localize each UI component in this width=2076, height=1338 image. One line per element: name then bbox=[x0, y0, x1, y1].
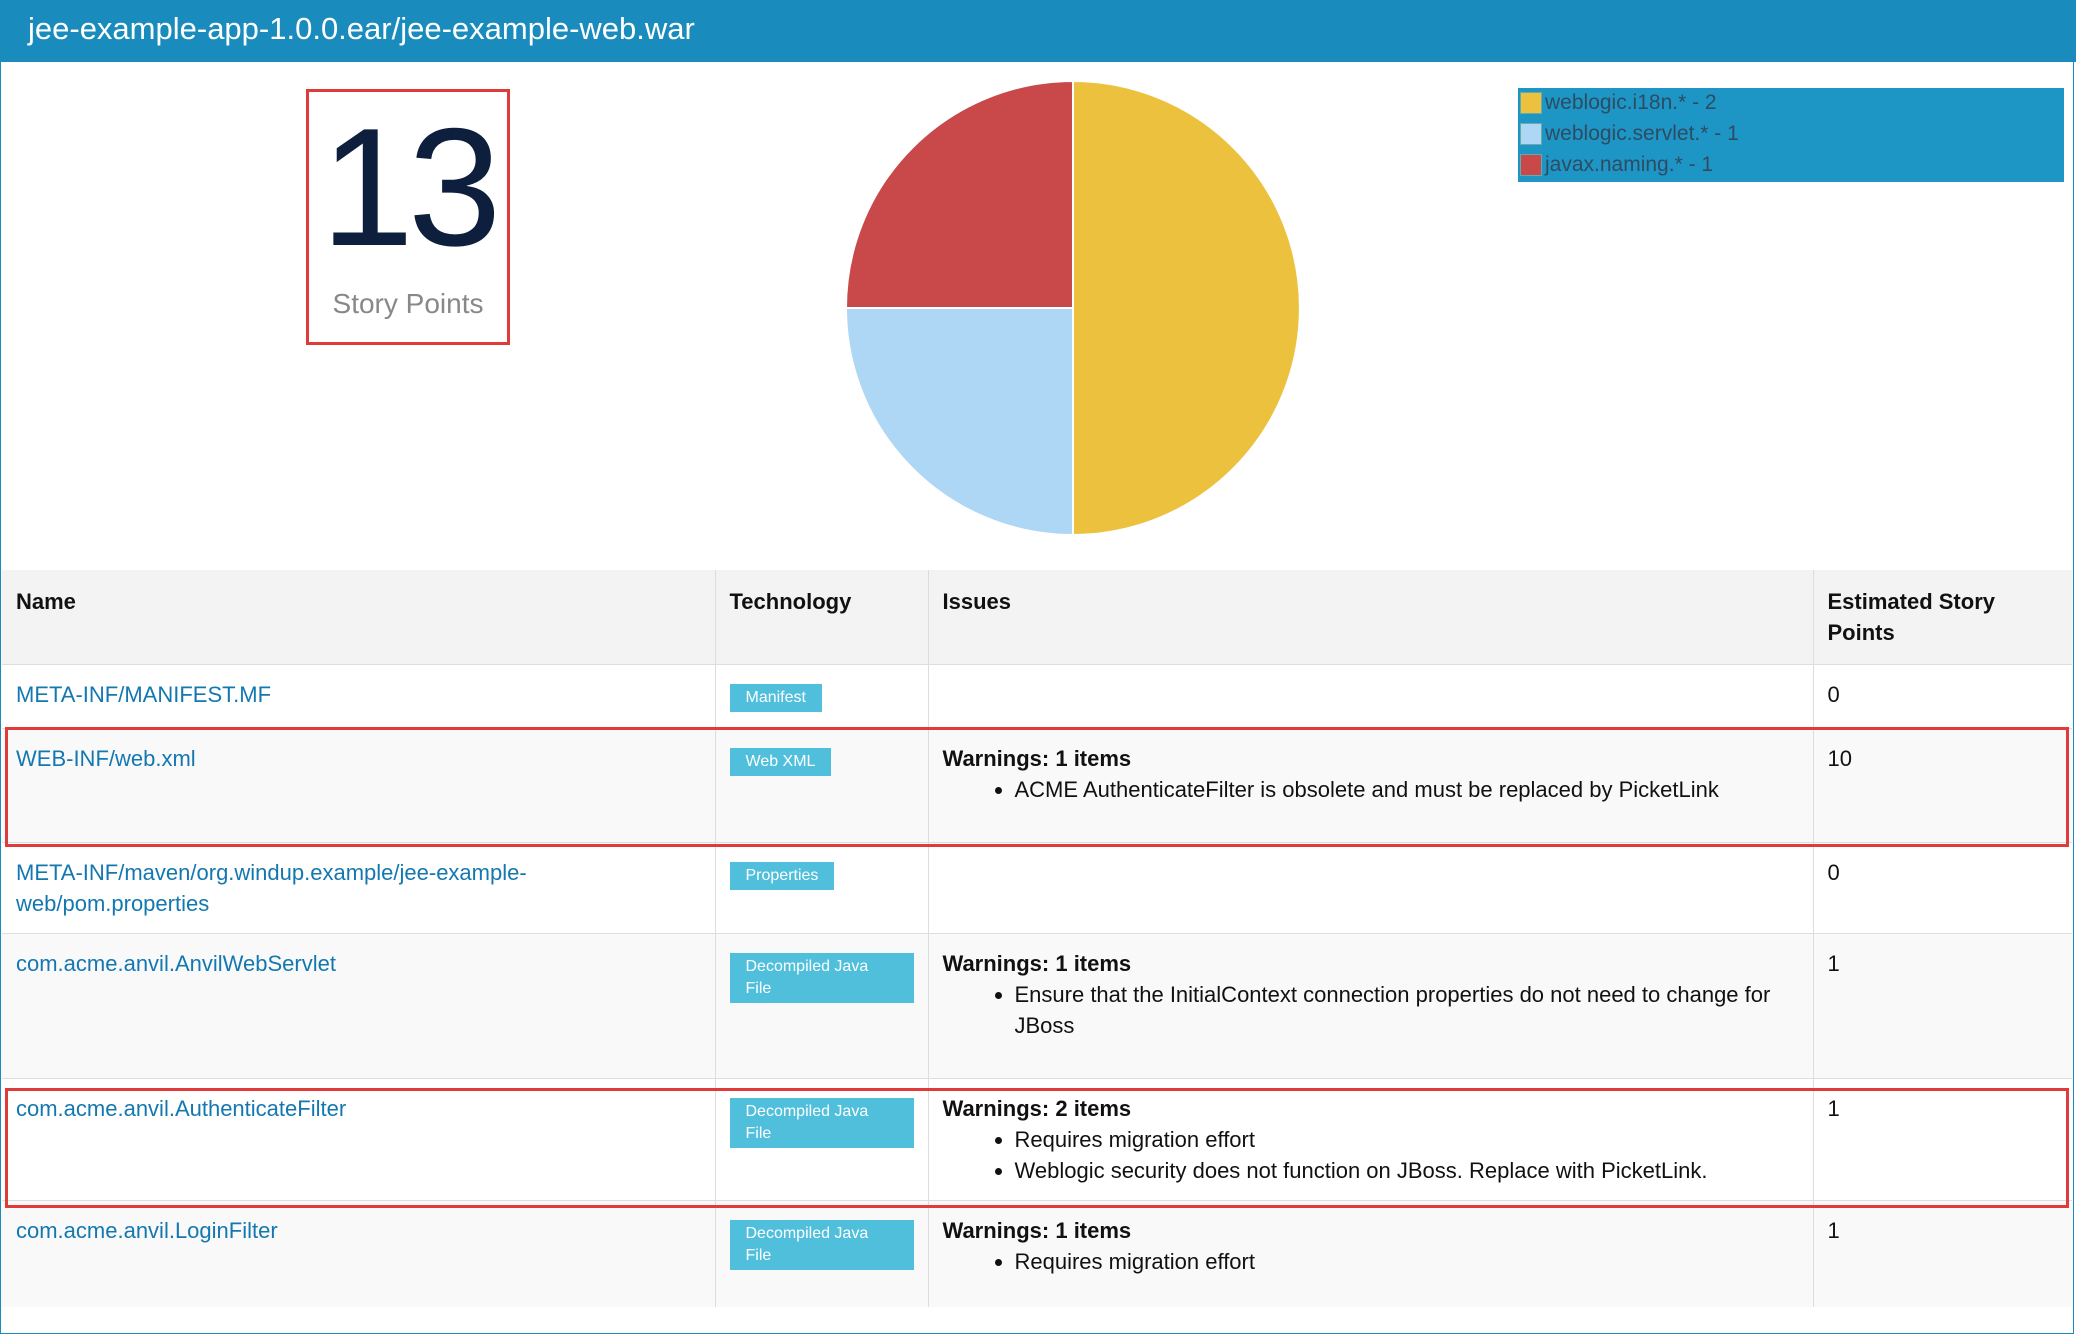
cell-technology: Decompiled Java File bbox=[714, 933, 928, 1079]
file-link[interactable]: com.acme.anvil.AuthenticateFilter bbox=[16, 1096, 347, 1121]
issue-item: Requires migration effort bbox=[1015, 1246, 1799, 1277]
issue-item: Requires migration effort bbox=[1015, 1124, 1799, 1155]
legend-item: weblogic.i18n.* - 2 bbox=[1520, 90, 1717, 116]
cell-issues bbox=[927, 842, 1813, 934]
file-link[interactable]: META-INF/maven/org.windup.example/jee-ex… bbox=[16, 860, 527, 916]
legend-item: javax.naming.* - 1 bbox=[1520, 152, 1713, 178]
file-link[interactable]: META-INF/MANIFEST.MF bbox=[16, 682, 272, 707]
col-header-name[interactable]: Name bbox=[2, 570, 715, 665]
issues-summary: Warnings: 2 items bbox=[942, 1096, 1132, 1121]
cell-issues bbox=[927, 664, 1813, 729]
page-header: jee-example-app-1.0.0.ear/jee-example-we… bbox=[0, 0, 2076, 62]
technology-badge: Decompiled Java File bbox=[729, 1220, 914, 1270]
cell-technology: Decompiled Java File bbox=[714, 1200, 928, 1307]
legend-item: weblogic.servlet.* - 1 bbox=[1520, 121, 1739, 147]
cell-story-points: 1 bbox=[1812, 933, 2072, 1079]
technology-badge: Manifest bbox=[729, 684, 822, 712]
issues-list: Requires migration effort bbox=[943, 1246, 1799, 1277]
cell-story-points: 1 bbox=[1812, 1200, 2072, 1307]
table-row: META-INF/maven/org.windup.example/jee-ex… bbox=[2, 842, 2072, 934]
issues-summary: Warnings: 1 items bbox=[942, 1218, 1132, 1243]
legend-swatch bbox=[1520, 92, 1542, 114]
issues-list: Requires migration effortWeblogic securi… bbox=[943, 1124, 1799, 1186]
col-header-issues[interactable]: Issues bbox=[927, 570, 1813, 665]
issue-item: Weblogic security does not function on J… bbox=[1015, 1155, 1799, 1186]
technology-badge: Decompiled Java File bbox=[729, 953, 914, 1003]
cell-issues: Warnings: 1 items ACME AuthenticateFilter… bbox=[927, 728, 1813, 843]
technology-badge: Web XML bbox=[729, 748, 832, 776]
issue-item: ACME AuthenticateFilter is obsolete and … bbox=[1015, 774, 1799, 805]
technology-badge: Decompiled Java File bbox=[729, 1098, 914, 1148]
cell-name: com.acme.anvil.AnvilWebServlet bbox=[2, 933, 715, 1079]
cell-story-points: 1 bbox=[1812, 1078, 2072, 1201]
page-title: jee-example-app-1.0.0.ear/jee-example-we… bbox=[28, 11, 695, 46]
table-row: com.acme.anvil.AnvilWebServlet Decompiled… bbox=[2, 933, 2072, 1079]
col-header-story-points[interactable]: Estimated Story Points bbox=[1812, 570, 2072, 665]
file-link[interactable]: com.acme.anvil.LoginFilter bbox=[16, 1218, 278, 1243]
cell-name: com.acme.anvil.AuthenticateFilter bbox=[2, 1078, 715, 1201]
legend-swatch bbox=[1520, 154, 1542, 176]
cell-story-points: 10 bbox=[1812, 728, 2072, 843]
issue-item: Ensure that the InitialContext connectio… bbox=[1015, 979, 1799, 1041]
legend-label: weblogic.i18n.* - 2 bbox=[1545, 91, 1717, 114]
table-row: com.acme.anvil.AuthenticateFilter Decompi… bbox=[2, 1078, 2072, 1201]
table-header-row: Name Technology Issues Estimated Story P… bbox=[2, 570, 2072, 665]
cell-technology: Manifest bbox=[714, 664, 928, 729]
pie-slice-2 bbox=[845, 79, 1074, 309]
file-table: Name Technology Issues Estimated Story P… bbox=[2, 570, 2072, 1307]
file-link[interactable]: WEB-INF/web.xml bbox=[16, 746, 196, 771]
table-row: META-INF/MANIFEST.MF Manifest 0 bbox=[2, 664, 2072, 729]
file-link[interactable]: com.acme.anvil.AnvilWebServlet bbox=[16, 951, 336, 976]
chart-legend: weblogic.i18n.* - 2 weblogic.servlet.* - … bbox=[1518, 88, 2064, 182]
story-points-box: 13 Story Points bbox=[306, 89, 510, 345]
issues-summary: Warnings: 1 items bbox=[942, 951, 1132, 976]
cell-name: WEB-INF/web.xml bbox=[2, 728, 715, 843]
table-row: com.acme.anvil.LoginFilter Decompiled Jav… bbox=[2, 1200, 2072, 1307]
issues-summary: Warnings: 1 items bbox=[942, 746, 1132, 771]
legend-label: javax.naming.* - 1 bbox=[1545, 153, 1714, 176]
legend-label: weblogic.servlet.* - 1 bbox=[1545, 122, 1739, 145]
pie-chart bbox=[845, 79, 1301, 537]
col-header-technology[interactable]: Technology bbox=[714, 570, 928, 665]
cell-technology: Decompiled Java File bbox=[714, 1078, 928, 1201]
story-points-value: 13 bbox=[320, 93, 502, 281]
story-points-label: Story Points bbox=[332, 288, 484, 319]
cell-story-points: 0 bbox=[1812, 664, 2072, 729]
cell-issues: Warnings: 1 items Ensure that the Initial… bbox=[927, 933, 1813, 1079]
cell-technology: Web XML bbox=[714, 728, 928, 843]
cell-story-points: 0 bbox=[1812, 842, 2072, 934]
pie-slice-0 bbox=[1072, 79, 1301, 537]
cell-name: META-INF/maven/org.windup.example/jee-ex… bbox=[2, 842, 715, 934]
legend-swatch bbox=[1520, 123, 1542, 145]
technology-badge: Properties bbox=[729, 862, 835, 890]
pie-slice-1 bbox=[845, 307, 1074, 537]
issues-list: ACME AuthenticateFilter is obsolete and … bbox=[943, 774, 1799, 805]
cell-issues: Warnings: 2 items Requires migration effo… bbox=[927, 1078, 1813, 1201]
cell-issues: Warnings: 1 items Requires migration effo… bbox=[927, 1200, 1813, 1307]
cell-name: META-INF/MANIFEST.MF bbox=[2, 664, 715, 729]
cell-technology: Properties bbox=[714, 842, 928, 934]
issues-list: Ensure that the InitialContext connectio… bbox=[943, 979, 1799, 1041]
table-row: WEB-INF/web.xml Web XML Warnings: 1 items A… bbox=[2, 728, 2072, 843]
cell-name: com.acme.anvil.LoginFilter bbox=[2, 1200, 715, 1307]
